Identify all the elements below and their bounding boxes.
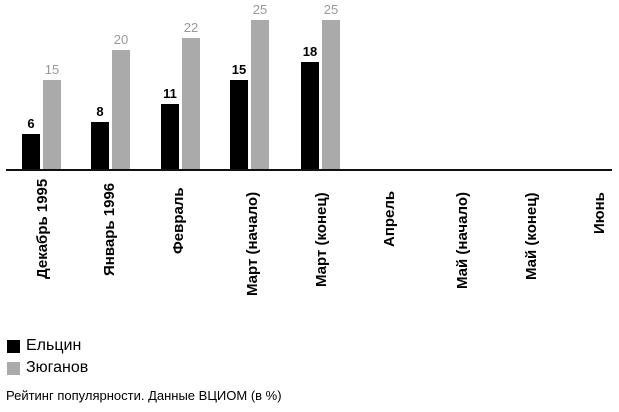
x-tick-label: Март (начало) xyxy=(244,191,261,296)
x-tick-label: Июнь xyxy=(591,192,608,234)
chart-caption: Рейтинг популярности. Данные ВЦИОМ (в %) xyxy=(6,388,282,403)
legend-item-zyuganov: Зюганов xyxy=(7,357,88,379)
x-axis-line xyxy=(6,169,612,171)
bar-yeltsin xyxy=(161,104,179,170)
x-tick-label: Апрель xyxy=(381,190,398,247)
legend-label: Ельцин xyxy=(26,337,82,354)
bar-zyuganov xyxy=(43,80,61,170)
x-tick-label: Декабрь 1995 xyxy=(34,178,51,279)
x-tick-label: Май (конец) xyxy=(523,192,540,281)
legend-label: Зюганов xyxy=(26,359,89,376)
bar-zyuganov xyxy=(251,20,269,170)
value-label: 22 xyxy=(183,20,199,35)
bar-zyuganov xyxy=(322,20,340,170)
value-label: 8 xyxy=(96,104,104,119)
x-tick-label: Февраль xyxy=(170,187,187,254)
bar-zyuganov xyxy=(112,50,130,170)
value-label: 20 xyxy=(113,32,129,47)
value-label: 15 xyxy=(44,62,60,77)
x-tick-label: Май (начало) xyxy=(454,192,471,289)
bar-yeltsin xyxy=(22,134,40,170)
legend-item-yeltsin: Ельцин xyxy=(7,335,88,357)
bar-yeltsin xyxy=(301,62,319,170)
legend-swatch-yeltsin xyxy=(7,339,20,353)
bar-yeltsin xyxy=(230,80,248,170)
x-tick-label: Март (конец) xyxy=(313,192,330,287)
value-label: 15 xyxy=(231,62,247,77)
value-label: 11 xyxy=(163,86,177,101)
value-label: 18 xyxy=(302,44,318,59)
legend-swatch-zyuganov xyxy=(7,361,20,375)
x-tick-label: Январь 1996 xyxy=(101,182,118,276)
bar-yeltsin xyxy=(91,122,109,170)
value-label: 25 xyxy=(252,2,268,17)
bar-zyuganov xyxy=(182,38,200,170)
legend: Ельцин Зюганов xyxy=(7,335,88,379)
value-label: 25 xyxy=(323,2,339,17)
value-label: 6 xyxy=(27,116,35,131)
